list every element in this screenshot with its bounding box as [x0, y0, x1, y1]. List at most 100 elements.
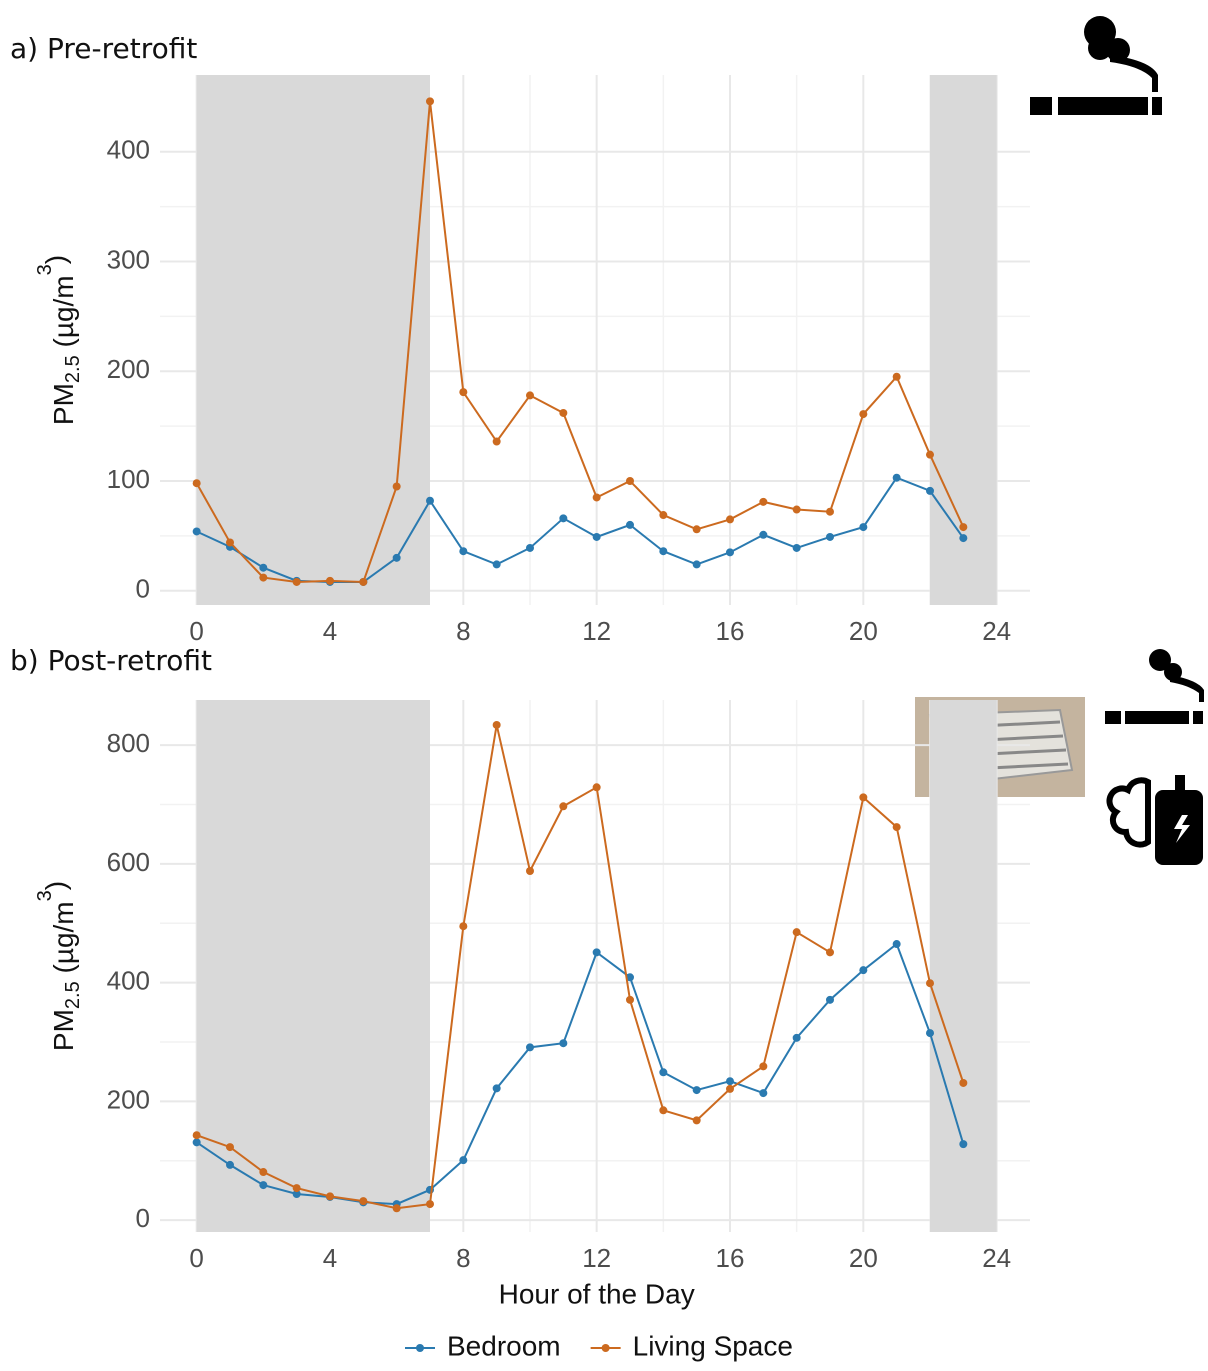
x-tick-label: 8 [456, 1243, 470, 1273]
data-point [726, 515, 734, 524]
x-axis-label: Hour of the Day [499, 1278, 695, 1309]
data-point [459, 388, 468, 397]
data-point [226, 538, 234, 547]
data-point [359, 577, 368, 586]
data-point [459, 922, 468, 931]
x-tick-label: 20 [849, 616, 878, 646]
y-axis-label: PM2.5 (µg/m3) [34, 255, 84, 425]
x-tick-label: 4 [323, 616, 337, 646]
x-tick-label: 20 [849, 1243, 878, 1273]
data-point [192, 479, 201, 488]
data-point [426, 97, 434, 106]
y-axis-label-part: ) [40, 881, 71, 890]
data-point [959, 1140, 968, 1149]
data-point [759, 530, 768, 539]
y-axis-label-part: (µg/m [48, 275, 79, 355]
data-point [759, 497, 768, 506]
data-point [559, 408, 568, 417]
data-point [892, 372, 901, 381]
data-point [559, 514, 568, 523]
x-tick-label: 0 [189, 1243, 203, 1273]
data-point [659, 1068, 668, 1077]
x-tick-label: 12 [582, 616, 611, 646]
data-point [826, 995, 834, 1004]
x-tick-label: 4 [323, 1243, 337, 1273]
y-tick-label: 600 [107, 847, 150, 877]
data-point [292, 1190, 301, 1198]
data-point [859, 966, 868, 975]
data-point [292, 1184, 301, 1193]
data-point [392, 482, 401, 491]
data-point [692, 1086, 701, 1095]
data-point [926, 486, 934, 495]
data-point [959, 534, 968, 543]
y-tick-label: 0 [136, 574, 150, 604]
data-point [626, 520, 634, 529]
data-point [526, 391, 534, 400]
data-point [692, 525, 701, 534]
data-point [959, 523, 968, 532]
x-tick-label: 16 [716, 1243, 745, 1273]
y-axis-label-part: 2.5 [62, 355, 84, 383]
x-tick-label: 0 [189, 616, 203, 646]
legend-label: Living Space [633, 1330, 793, 1361]
y-axis-label: PM2.5 (µg/m3) [34, 881, 84, 1051]
data-point [759, 1089, 768, 1098]
panel-title: a) Pre-retrofit [10, 32, 197, 65]
data-point [326, 1192, 334, 1201]
data-point [726, 548, 734, 557]
data-point [559, 802, 568, 811]
data-point [859, 523, 868, 532]
data-point [659, 511, 668, 520]
data-point [192, 1131, 201, 1140]
y-axis-label-part: PM [48, 383, 79, 425]
data-point [692, 1116, 701, 1125]
y-axis-label-part: (µg/m [48, 901, 79, 981]
data-point [192, 527, 201, 536]
y-tick-label: 800 [107, 728, 150, 758]
data-point [592, 948, 601, 957]
x-tick-label: 12 [582, 1243, 611, 1273]
data-point [892, 940, 901, 949]
data-point [459, 1156, 468, 1165]
data-point [459, 547, 468, 556]
x-tick-label: 8 [456, 616, 470, 646]
data-point [759, 1062, 768, 1071]
data-point [326, 576, 334, 585]
data-point [492, 560, 501, 569]
legend: Bedroom Living Space [405, 1330, 793, 1361]
y-tick-label: 100 [107, 464, 150, 494]
panel: b) Post-retrofit 0 4 8 12 16 20 24 0 200 400 600 800… [10, 644, 1030, 1309]
data-point [259, 1168, 268, 1177]
data-point [826, 948, 834, 957]
data-point [259, 573, 268, 582]
data-point [726, 1084, 734, 1093]
y-tick-label: 0 [136, 1203, 150, 1233]
data-point [792, 1033, 801, 1042]
series-line [195, 101, 965, 583]
data-point [859, 410, 868, 419]
data-point [259, 563, 268, 572]
y-axis-label-part: 2.5 [62, 981, 84, 1009]
series-line [196, 942, 965, 1206]
data-point [492, 437, 501, 446]
data-point [626, 477, 634, 486]
data-point [259, 1181, 268, 1190]
y-axis-label-part: PM [48, 1009, 79, 1051]
data-point [226, 1160, 234, 1169]
data-point [392, 1204, 401, 1213]
data-point [626, 995, 634, 1004]
data-point [559, 1039, 568, 1048]
data-point [426, 496, 434, 505]
data-point [292, 577, 301, 586]
data-point [792, 928, 801, 937]
y-tick-label: 400 [107, 135, 150, 165]
data-point [626, 973, 634, 982]
series-line [196, 724, 965, 1210]
legend-dot [601, 1344, 610, 1352]
legend-dot [416, 1344, 424, 1352]
data-point [592, 532, 601, 541]
panel: a) Pre-retrofit 0 4 8 12 16 20 24 0 100 200 300 400 P… [10, 32, 1030, 646]
